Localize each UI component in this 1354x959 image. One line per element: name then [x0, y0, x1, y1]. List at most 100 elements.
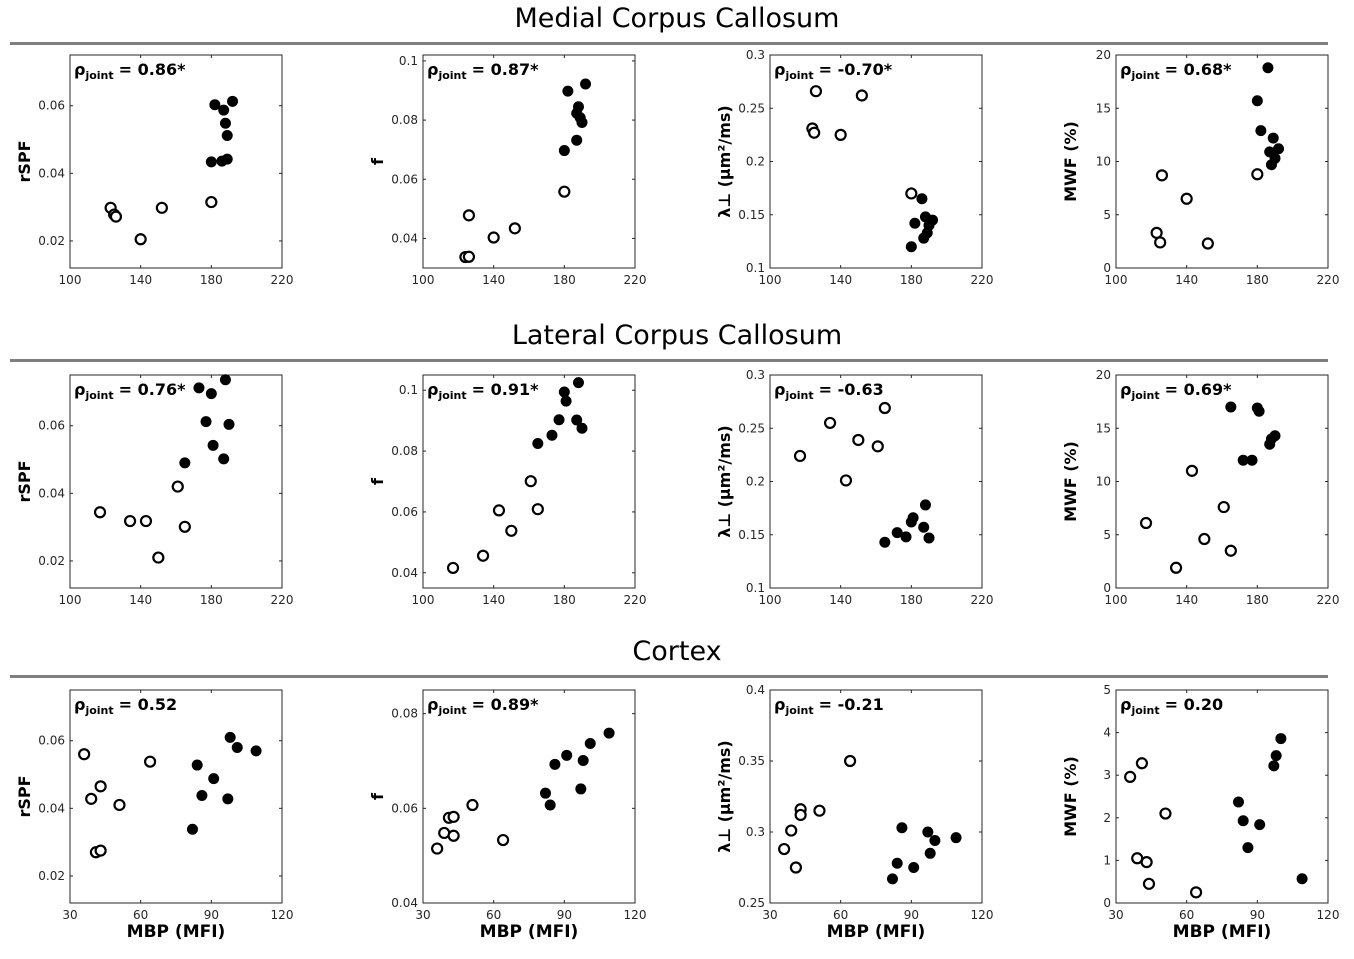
axes-box	[1115, 374, 1329, 589]
y-tick-label: 0.2	[746, 155, 765, 169]
x-tick-label: 220	[624, 273, 647, 287]
data-point-open	[155, 201, 168, 214]
data-point-open	[1159, 807, 1172, 820]
data-point-open	[834, 128, 847, 141]
data-point-filled	[575, 783, 587, 795]
x-tick-label: 100	[412, 273, 435, 287]
x-tick-label: 100	[1105, 273, 1128, 287]
x-tick-label: 180	[553, 593, 576, 607]
data-point-open	[855, 89, 868, 102]
data-point-open	[139, 514, 153, 528]
data-point-filled	[1246, 454, 1258, 466]
data-point-open	[496, 833, 510, 847]
x-tick-label: 180	[1246, 593, 1269, 607]
scatter-panel-7: 100 140 180 220 0.1 0.15 0.2 0.25 0.3 λ⊥ (μm²/ms)…	[715, 368, 993, 607]
correlation-annotation: ρjoint = 0.89*	[427, 695, 539, 717]
axes-box	[69, 689, 283, 904]
rho-value: = 0.89*	[472, 695, 539, 714]
rho-symbol: ρ	[1120, 695, 1131, 714]
axes-box	[769, 689, 983, 904]
correlation-annotation: ρjoint = -0.70*	[774, 60, 893, 82]
data-point-open	[171, 480, 184, 493]
data-point-open	[1189, 886, 1203, 899]
y-axis-label: f	[368, 792, 387, 800]
correlation-annotation: ρjoint = 0.52	[74, 695, 177, 717]
correlation-annotation: ρjoint = -0.63	[774, 380, 884, 402]
data-point-filled	[1269, 430, 1281, 442]
x-tick-label: 120	[971, 908, 994, 922]
data-point-filled	[191, 759, 203, 771]
section-divider	[10, 675, 1328, 678]
data-point-filled	[1255, 125, 1267, 137]
x-tick-label: 180	[1246, 273, 1269, 287]
data-point-filled	[222, 793, 234, 805]
correlation-annotation: ρjoint = 0.86*	[74, 60, 186, 82]
correlation-annotation: ρjoint = 0.91*	[427, 380, 539, 402]
scatter-panel-6: 100 140 180 220 0.04 0.06 0.08 0.1 f ρjoint = 0.91…	[368, 374, 646, 607]
data-point-filled	[572, 101, 584, 113]
rho-value: = 0.68*	[1165, 60, 1232, 79]
x-tick-label: 140	[829, 593, 852, 607]
y-tick-label: 0.02	[38, 869, 65, 883]
data-point-open	[1201, 237, 1214, 250]
y-tick-label: 0.04	[38, 166, 65, 180]
y-tick-label: 0.2	[746, 475, 765, 489]
rho-symbol: ρ	[74, 695, 85, 714]
data-point-filled	[919, 499, 931, 511]
data-point-filled	[929, 835, 941, 847]
data-point-filled	[207, 439, 219, 451]
x-tick-label: 60	[133, 908, 148, 922]
data-point-open	[823, 416, 837, 430]
y-tick-label: 20	[1096, 368, 1111, 382]
x-axis-label: MBP (MFI)	[1173, 922, 1272, 942]
data-point-open	[94, 844, 107, 857]
data-point-open	[1139, 516, 1153, 530]
data-point-open	[793, 449, 807, 463]
data-point-open	[492, 504, 506, 517]
rho-subscript: joint	[1130, 389, 1159, 402]
data-point-filled	[1267, 132, 1279, 144]
x-tick-label: 100	[412, 593, 435, 607]
data-point-open	[431, 842, 444, 855]
data-point-open	[1135, 757, 1149, 770]
scatter-panel-4: 100 140 180 220 0 5 10 15 20 MWF (%) ρjoint = 0.68*	[1061, 48, 1339, 287]
data-point-open	[508, 222, 521, 235]
data-point-filled	[231, 741, 243, 753]
data-point-filled	[1296, 873, 1308, 885]
data-point-filled	[571, 414, 583, 426]
scatter-panel-5: 100 140 180 220 0.02 0.04 0.06 rSPF ρjoint = 0.76…	[15, 374, 293, 607]
x-tick-label: 220	[971, 593, 994, 607]
rho-symbol: ρ	[774, 695, 785, 714]
y-tick-label: 0.04	[391, 231, 418, 245]
axes-box	[769, 54, 983, 269]
x-tick-label: 60	[1179, 908, 1194, 922]
data-point-open	[447, 829, 460, 842]
rho-value: = 0.87*	[472, 60, 539, 79]
y-tick-label: 0	[1103, 581, 1111, 595]
x-tick-label: 140	[129, 593, 152, 607]
y-tick-label: 20	[1096, 48, 1111, 62]
data-point-filled	[560, 395, 572, 407]
x-tick-label: 100	[59, 273, 82, 287]
rho-symbol: ρ	[1120, 60, 1131, 79]
data-point-filled	[1253, 405, 1265, 417]
x-tick-label: 120	[624, 908, 647, 922]
data-point-open	[446, 561, 460, 575]
x-tick-label: 140	[129, 273, 152, 287]
y-tick-label: 0	[1103, 896, 1111, 910]
y-axis-label: rSPF	[15, 460, 34, 502]
x-tick-label: 220	[271, 273, 294, 287]
x-tick-label: 220	[624, 593, 647, 607]
x-tick-label: 90	[1250, 908, 1265, 922]
data-point-open	[1154, 236, 1167, 249]
rho-value: = 0.69*	[1165, 380, 1232, 399]
data-point-filled	[1242, 842, 1254, 854]
data-point-filled	[927, 214, 939, 226]
data-point-open	[476, 549, 490, 562]
x-tick-label: 180	[900, 273, 923, 287]
correlation-annotation: ρjoint = 0.69*	[1120, 380, 1232, 402]
y-tick-label: 10	[1096, 155, 1111, 169]
rho-symbol: ρ	[74, 60, 85, 79]
section-title-lateral: Lateral Corpus Callosum	[511, 320, 843, 351]
data-point-filled	[1225, 401, 1237, 413]
